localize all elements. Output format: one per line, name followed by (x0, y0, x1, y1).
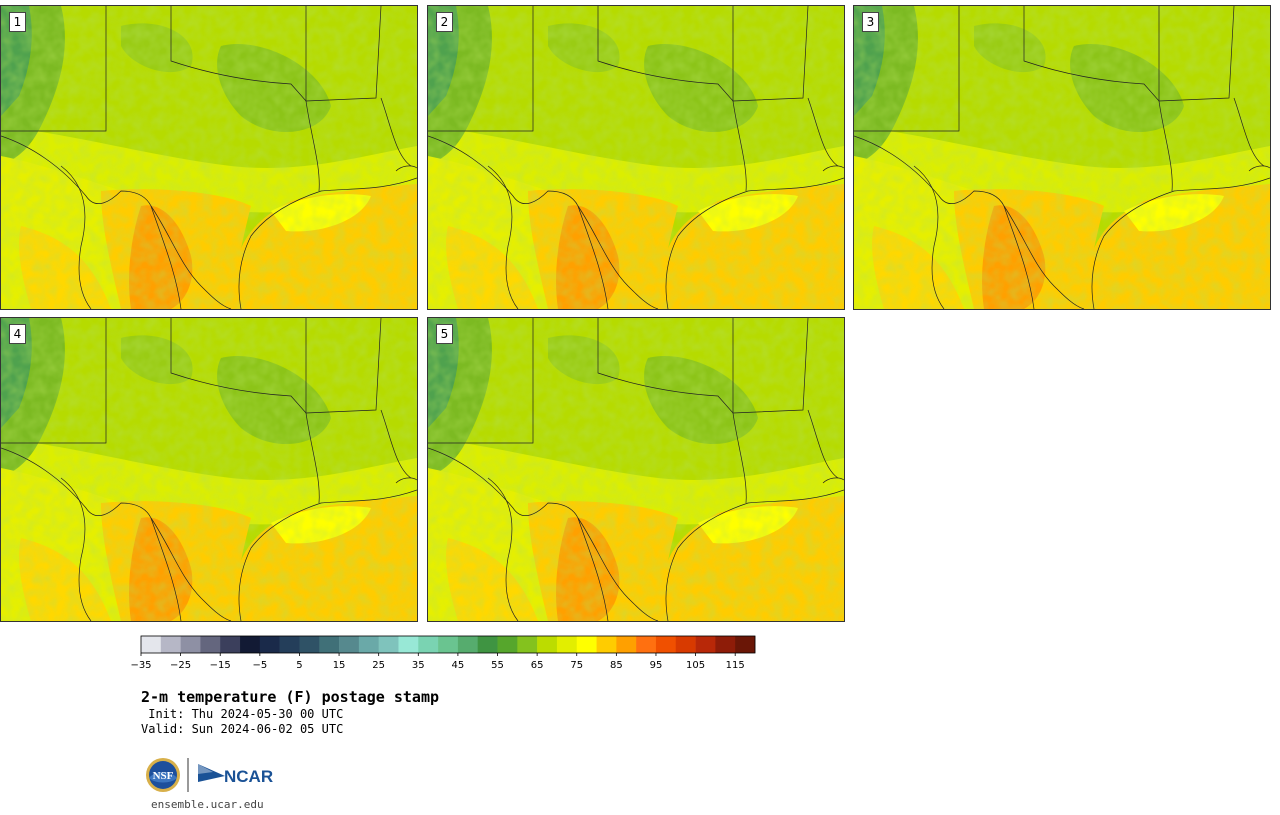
colorbar-tick-label: 45 (452, 660, 465, 671)
colorbar-swatch (596, 636, 617, 653)
colorbar-swatch (655, 636, 677, 653)
colorbar-swatch (319, 636, 340, 653)
colorbar-tick-label: −5 (252, 660, 267, 671)
colorbar-tick-label: −35 (130, 660, 151, 671)
map-panel-2: 2 (427, 5, 845, 310)
title-block: 2-m temperature (F) postage stamp Init: … (141, 688, 439, 737)
panel-number: 1 (9, 12, 26, 32)
colorbar-swatch (378, 636, 399, 653)
colorbar-tick-label: 85 (610, 660, 623, 671)
colorbar-tick-label: −15 (210, 660, 231, 671)
colorbar-swatch (616, 636, 637, 653)
colorbar-swatch (438, 636, 459, 653)
colorbar-swatch (675, 636, 696, 653)
colorbar-tick-label: 75 (570, 660, 583, 671)
colorbar-swatch (517, 636, 538, 653)
ncar-text: NCAR (224, 767, 273, 786)
panel-number: 5 (436, 324, 453, 344)
panel-number: 4 (9, 324, 26, 344)
colorbar-tick-label: 55 (491, 660, 504, 671)
colorbar-swatch (418, 636, 439, 653)
colorbar-tick-label: 25 (372, 660, 385, 671)
colorbar: −35 −25 −15 −5 5 15 25 35 45 55 65 75 85 95 105 115 (130, 635, 756, 671)
colorbar-tick-label: 105 (686, 660, 705, 671)
colorbar-swatch (299, 636, 320, 653)
plot-title: 2-m temperature (F) postage stamp (141, 688, 440, 706)
panel-number: 2 (436, 12, 453, 32)
colorbar-frame (140, 635, 756, 654)
colorbar-tick-label: 15 (333, 660, 346, 671)
colorbar-swatch (220, 636, 241, 653)
colorbar-swatch (259, 636, 280, 653)
colorbar-swatch (398, 636, 419, 653)
colorbar-swatch (160, 636, 181, 653)
map-panel-1: 1 (0, 5, 418, 310)
temperature-map (428, 318, 844, 621)
panel-number: 3 (862, 12, 879, 32)
map-panel-5: 5 (427, 317, 845, 622)
valid-time: Valid: Sun 2024-06-02 05 UTC (141, 722, 344, 736)
colorbar-swatch (358, 636, 379, 653)
site-url: ensemble.ucar.edu (151, 798, 264, 811)
colorbar-swatch (537, 636, 558, 653)
colorbar-swatch (240, 636, 261, 653)
colorbar-tick-label: 5 (296, 660, 302, 671)
temperature-map (854, 6, 1270, 309)
colorbar-swatch (556, 636, 578, 653)
nsf-text: NSF (153, 770, 174, 782)
init-time: Init: Thu 2024-05-30 00 UTC (141, 707, 344, 721)
colorbar-swatch (497, 636, 518, 653)
colorbar-swatch (576, 636, 597, 653)
colorbar-swatch (636, 636, 657, 653)
map-panel-4: 4 (0, 317, 418, 622)
colorbar-swatch (477, 636, 498, 653)
temperature-map (1, 318, 417, 621)
colorbar-tick-label: −25 (170, 660, 191, 671)
nsf-logo-icon: NSF (146, 758, 180, 792)
colorbar-tick-label: 115 (726, 660, 745, 671)
colorbar-swatch (180, 636, 201, 653)
temperature-map (428, 6, 844, 309)
colorbar-swatch (457, 636, 479, 653)
colorbar-tick-label: 65 (531, 660, 544, 671)
colorbar-swatch (279, 636, 300, 653)
colorbar-swatch (339, 636, 360, 653)
map-panel-3: 3 (853, 5, 1271, 310)
temperature-map (1, 6, 417, 309)
colorbar-swatch (695, 636, 716, 653)
logos: NSF NCAR (146, 758, 273, 792)
colorbar-swatch (715, 636, 736, 653)
ncar-logo-icon: NCAR (198, 764, 273, 786)
colorbar-swatch (735, 636, 756, 653)
colorbar-swatch (200, 636, 221, 653)
colorbar-swatch (141, 636, 162, 653)
colorbar-tick-label: 35 (412, 660, 425, 671)
colorbar-tick-label: 95 (650, 660, 663, 671)
